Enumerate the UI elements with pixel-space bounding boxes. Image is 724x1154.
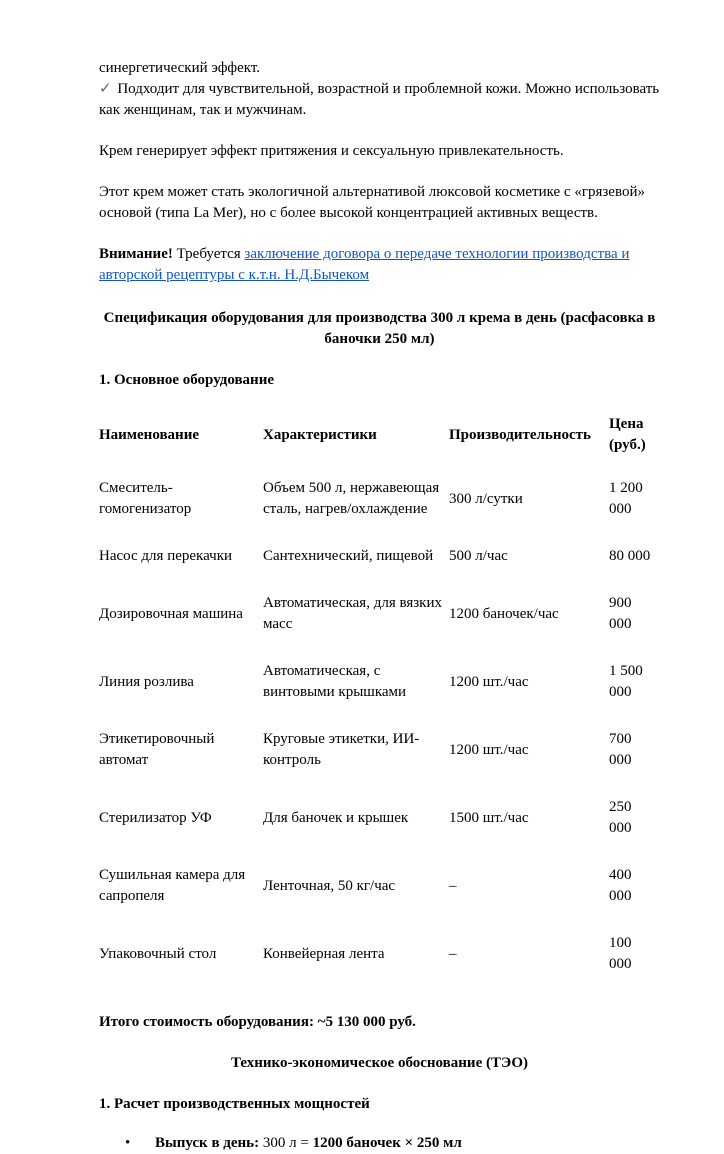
table-row: Насос для перекачки Сантехнический, пище… (99, 533, 659, 580)
cell-equipment-name: Линия розлива (99, 673, 194, 690)
cell-equipment-name: Упаковочный стол (99, 945, 217, 962)
cell-equipment-capacity: 1200 шт./час (449, 741, 529, 758)
bullet-value-regular: 300 л = (259, 1135, 313, 1151)
column-header-specs: Характеристики (263, 426, 377, 443)
cell-equipment-specs: Конвейерная лента (263, 945, 385, 962)
cell-equipment-name: Смеситель-гомогенизатор (99, 480, 192, 517)
paragraph-text: Подходит для чувствительной, возрастной … (99, 81, 660, 118)
cell-equipment-specs: Автоматическая, с винтовыми крышками (263, 663, 407, 700)
column-header-name: Наименование (99, 426, 199, 443)
column-header-price: Цена (руб.) (609, 416, 646, 453)
cell-equipment-name: Сушильная камера для сапропеля (99, 867, 246, 904)
cell-equipment-capacity: 1200 баночек/час (449, 605, 559, 622)
cell-equipment-price: 100 000 (609, 935, 632, 972)
bullet-value-bold: 1200 баночек × 250 мл (312, 1135, 462, 1151)
cell-equipment-specs: Для баночек и крышек (263, 809, 409, 826)
attention-text: Требуется (172, 246, 245, 262)
cell-equipment-capacity: – (449, 877, 457, 894)
attention-label: Внимание! (99, 246, 173, 262)
cell-equipment-name: Этикетировочный автомат (99, 731, 215, 768)
bullet-text: Выпуск в день: 300 л = 1200 баночек × 25… (155, 1133, 660, 1154)
cell-equipment-price: 250 000 (609, 799, 632, 836)
table-body: Смеситель-гомогенизатор Объем 500 л, нер… (99, 465, 659, 988)
total-cost-line: Итого стоимость оборудования: ~5 130 000… (99, 1014, 416, 1030)
cell-equipment-capacity: – (449, 945, 457, 962)
table-row: Стерилизатор УФ Для баночек и крышек 150… (99, 784, 659, 852)
contract-link[interactable]: заключение договора о передаче технологи… (99, 246, 630, 283)
paragraph-attraction: Крем генерирует эффект притяжения и секс… (99, 141, 660, 162)
bullet-icon: • (125, 1135, 131, 1151)
cell-equipment-name: Насос для перекачки (99, 548, 233, 564)
cell-equipment-specs: Объем 500 л, нержавеющая сталь, нагрев/о… (263, 480, 440, 517)
cell-equipment-name: Дозировочная машина (99, 605, 243, 622)
section2-title: 1. Расчет производственных мощностей (99, 1096, 370, 1112)
cell-equipment-capacity: 500 л/час (449, 548, 508, 564)
paragraph-synergy: синергетический эффект. (99, 58, 660, 79)
paragraph-eco-alternative: Этот крем может стать экологичной альтер… (99, 182, 660, 224)
table-row: Сушильная камера для сапропеля Ленточная… (99, 852, 659, 920)
cell-equipment-specs: Автоматическая, для вязких масс (263, 595, 442, 632)
table-row: Линия розлива Автоматическая, с винтовым… (99, 648, 659, 716)
table-row: Смеситель-гомогенизатор Объем 500 л, нер… (99, 465, 659, 533)
table-row: Дозировочная машина Автоматическая, для … (99, 580, 659, 648)
paragraph-text: синергетический эффект. (99, 60, 261, 76)
cell-equipment-price: 900 000 (609, 595, 632, 632)
cell-equipment-price: 400 000 (609, 867, 632, 904)
list-item: • Выпуск в день: 300 л = 1200 баночек × … (123, 1133, 660, 1154)
cell-equipment-capacity: 1200 шт./час (449, 673, 529, 690)
spec-heading: Спецификация оборудования для производст… (103, 310, 656, 347)
cell-equipment-capacity: 300 л/сутки (449, 490, 523, 507)
cell-equipment-specs: Ленточная, 50 кг/час (263, 877, 396, 894)
cell-equipment-name: Стерилизатор УФ (99, 809, 212, 826)
paragraph-text: Этот крем может стать экологичной альтер… (99, 184, 645, 221)
cell-equipment-price: 1 200 000 (609, 480, 643, 517)
bullet-label: Выпуск в день: (155, 1135, 260, 1151)
equipment-table: Наименование Характеристики Производител… (99, 405, 659, 988)
section1-title: 1. Основное оборудование (99, 372, 275, 388)
cell-equipment-price: 80 000 (609, 548, 651, 564)
table-row: Этикетировочный автомат Круговые этикетк… (99, 716, 659, 784)
table-header-row: Наименование Характеристики Производител… (99, 405, 659, 465)
cell-equipment-specs: Сантехнический, пищевой (263, 548, 434, 564)
teo-heading: Технико-экономическое обоснование (ТЭО) (230, 1055, 528, 1071)
cell-equipment-price: 700 000 (609, 731, 632, 768)
cell-equipment-price: 1 500 000 (609, 663, 643, 700)
document-page: синергетический эффект. ✓ Подходит для ч… (99, 58, 660, 1151)
check-icon: ✓ (99, 81, 112, 97)
column-header-capacity: Производительность (449, 426, 591, 443)
cell-equipment-capacity: 1500 шт./час (449, 809, 529, 826)
paragraph-text: Крем генерирует эффект притяжения и секс… (99, 143, 564, 159)
paragraph-suitability: ✓ Подходит для чувствительной, возрастно… (99, 79, 660, 121)
paragraph-attention: Внимание! Требуется заключение договора … (99, 244, 660, 286)
table-row: Упаковочный стол Конвейерная лента – 100… (99, 920, 659, 988)
cell-equipment-specs: Круговые этикетки, ИИ-контроль (263, 731, 420, 768)
